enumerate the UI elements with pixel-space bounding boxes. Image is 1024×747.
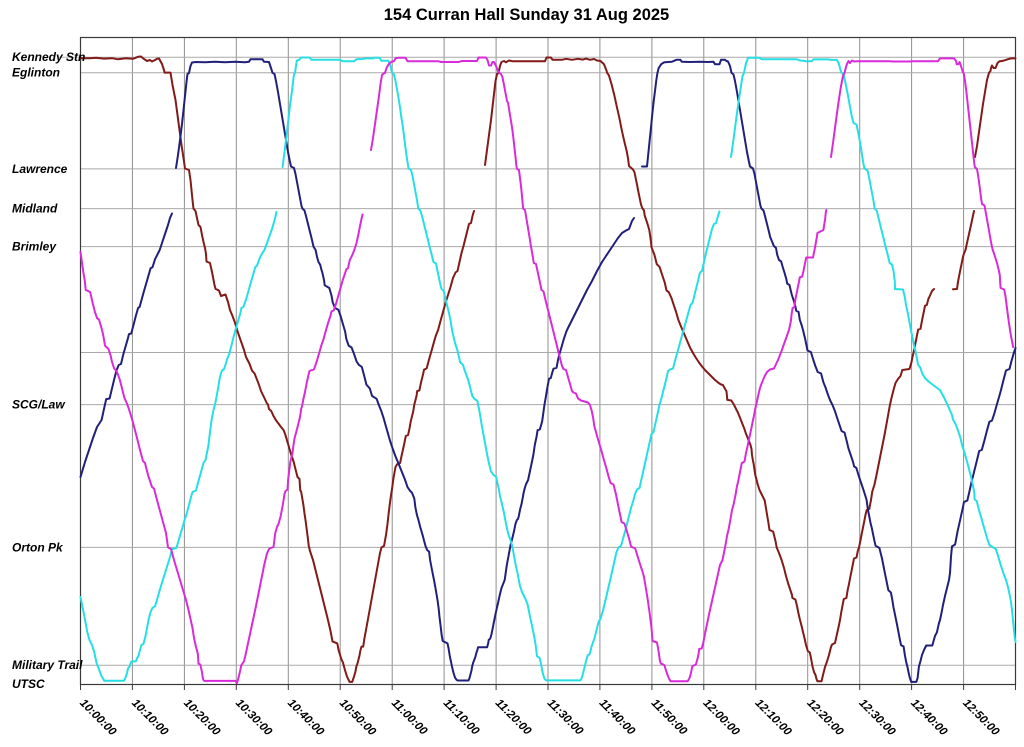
svg-text:Lawrence: Lawrence xyxy=(12,162,68,176)
svg-text:Midland: Midland xyxy=(12,202,58,216)
svg-text:Brimley: Brimley xyxy=(12,240,57,254)
svg-text:Military Trail: Military Trail xyxy=(12,658,83,672)
svg-text:Orton Pk: Orton Pk xyxy=(12,541,64,555)
svg-text:Kennedy Stn: Kennedy Stn xyxy=(12,50,85,64)
svg-text:SCG/Law: SCG/Law xyxy=(12,398,65,412)
svg-text:UTSC: UTSC xyxy=(12,677,45,691)
svg-text:154 Curran Hall Sunday 31 Aug: 154 Curran Hall Sunday 31 Aug 2025 xyxy=(384,6,670,24)
svg-text:Eglinton: Eglinton xyxy=(12,66,60,80)
